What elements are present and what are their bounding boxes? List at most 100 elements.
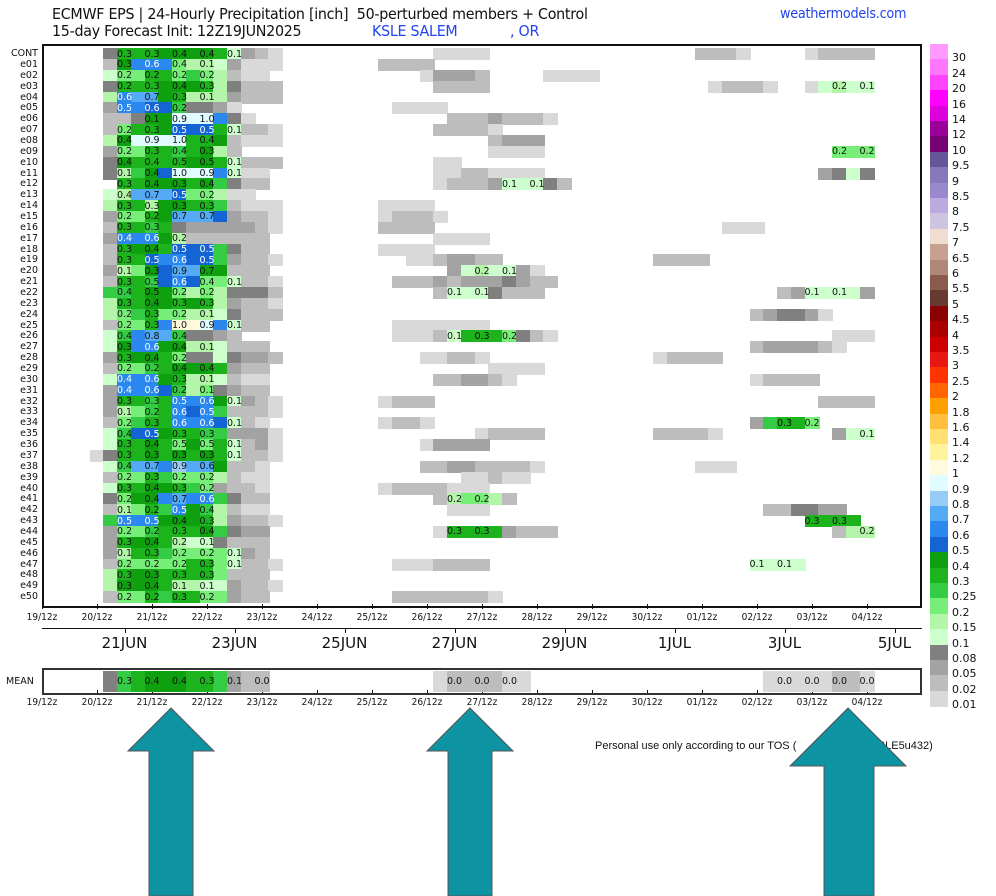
heatmap-cell	[172, 352, 187, 364]
cell-value-label: 0.4	[171, 676, 188, 687]
heatmap-cell	[131, 298, 146, 310]
heatmap-cell	[227, 92, 242, 104]
heatmap-cell	[131, 124, 146, 136]
date-label: 5JUL	[877, 634, 912, 652]
heatmap-cell	[860, 81, 875, 93]
cell-value-label: 0.9	[171, 461, 188, 473]
heatmap-cell	[200, 450, 215, 462]
cell-value-label: 0.3	[116, 178, 133, 190]
heatmap-cell	[268, 92, 283, 104]
member-label: e45	[20, 536, 38, 548]
heatmap-cell	[227, 483, 242, 495]
member-label: e13	[20, 189, 38, 201]
heatmap-cell	[200, 135, 215, 147]
heatmap-cell	[406, 244, 421, 256]
heatmap-cell	[777, 417, 792, 429]
heatmap-cell	[117, 157, 132, 169]
cell-value-label: 0.2	[171, 548, 188, 560]
cell-value-label: 0.4	[116, 189, 133, 201]
heatmap-cell	[488, 146, 503, 158]
heatmap-cell	[200, 276, 215, 288]
cell-value-label: 0.3	[776, 417, 793, 429]
heatmap-cell	[433, 493, 448, 505]
heatmap-cell	[255, 526, 270, 538]
heatmap-cell	[846, 330, 861, 342]
heatmap-cell	[103, 374, 118, 386]
heatmap-cell	[392, 417, 407, 429]
heatmap-cell	[255, 276, 270, 288]
heatmap-cell	[145, 298, 160, 310]
mean-x-tick-label: 19/12z	[26, 697, 58, 708]
heatmap-cell	[131, 537, 146, 549]
heatmap-cell	[516, 168, 531, 180]
heatmap-cell	[117, 385, 132, 397]
colorbar-label: 0.25	[952, 590, 977, 604]
heatmap-cell	[213, 70, 228, 82]
colorbar-label: 0.9	[952, 482, 970, 496]
heatmap-cell	[117, 254, 132, 266]
colorbar-swatch	[930, 290, 948, 307]
cell-value-label: 0.6	[171, 276, 188, 288]
heatmap-cell	[475, 233, 490, 245]
heatmap-cell	[530, 113, 545, 125]
heatmap-cell	[227, 330, 242, 342]
colorbar-swatch	[930, 613, 948, 630]
heatmap-cell	[200, 92, 215, 104]
heatmap-cell	[158, 671, 173, 692]
member-label: e38	[20, 460, 38, 472]
cell-value-label: 0.4	[171, 146, 188, 158]
heatmap-cell	[846, 81, 861, 93]
heatmap-cell	[241, 233, 256, 245]
heatmap-cell	[475, 352, 490, 364]
cell-value-label: 0.4	[199, 363, 215, 375]
cell-value-label: 0.8	[144, 330, 160, 342]
x-tick	[427, 604, 428, 609]
heatmap-cell	[145, 157, 160, 169]
member-label: e10	[20, 156, 38, 168]
heatmap-cell	[447, 287, 462, 299]
heatmap-cell	[227, 168, 242, 180]
heatmap-cell	[200, 483, 215, 495]
heatmap-cell	[378, 417, 393, 429]
heatmap-cell	[145, 254, 160, 266]
colorbar-label: 0.4	[952, 559, 970, 573]
heatmap-cell	[186, 591, 201, 603]
heatmap-cell	[255, 461, 270, 473]
colorbar-label: 7	[952, 236, 959, 250]
cell-value-label: 0.2	[859, 146, 875, 158]
member-label: e05	[20, 102, 38, 114]
cell-value-label: 0.4	[171, 515, 188, 527]
heatmap-cell	[255, 569, 270, 581]
site-link[interactable]: weathermodels.com	[780, 6, 907, 22]
heatmap-cell	[145, 124, 160, 136]
heatmap-cell	[255, 537, 270, 549]
heatmap-cell	[227, 222, 242, 234]
heatmap-cell	[763, 309, 778, 321]
heatmap-cell	[172, 461, 187, 473]
heatmap-cell	[172, 135, 187, 147]
cell-value-label: 0.3	[116, 200, 133, 212]
heatmap-cell	[227, 363, 242, 375]
heatmap-cell	[722, 461, 737, 473]
heatmap-cell	[186, 580, 201, 592]
heatmap-cell	[158, 374, 173, 386]
colorbar-swatch	[930, 660, 948, 676]
heatmap-cell	[200, 428, 215, 440]
cell-value-label: 0.5	[199, 439, 215, 451]
heatmap-cell	[406, 102, 421, 114]
heatmap-cell	[213, 450, 228, 462]
heatmap-cell	[447, 559, 462, 571]
heatmap-cell	[255, 178, 270, 190]
heatmap-cell	[158, 265, 173, 277]
cell-value-label: 0.3	[116, 569, 133, 581]
heatmap-cell	[502, 363, 517, 375]
heatmap-cell	[227, 276, 242, 288]
heatmap-cell	[255, 548, 270, 560]
heatmap-cell	[158, 113, 173, 125]
heatmap-cell	[131, 309, 146, 321]
colorbar-swatch	[930, 521, 948, 538]
heatmap-cell	[475, 168, 490, 180]
cell-value-label: 0.2	[171, 309, 188, 321]
heatmap-cell	[530, 168, 545, 180]
cell-value-label: 0.2	[116, 309, 133, 321]
